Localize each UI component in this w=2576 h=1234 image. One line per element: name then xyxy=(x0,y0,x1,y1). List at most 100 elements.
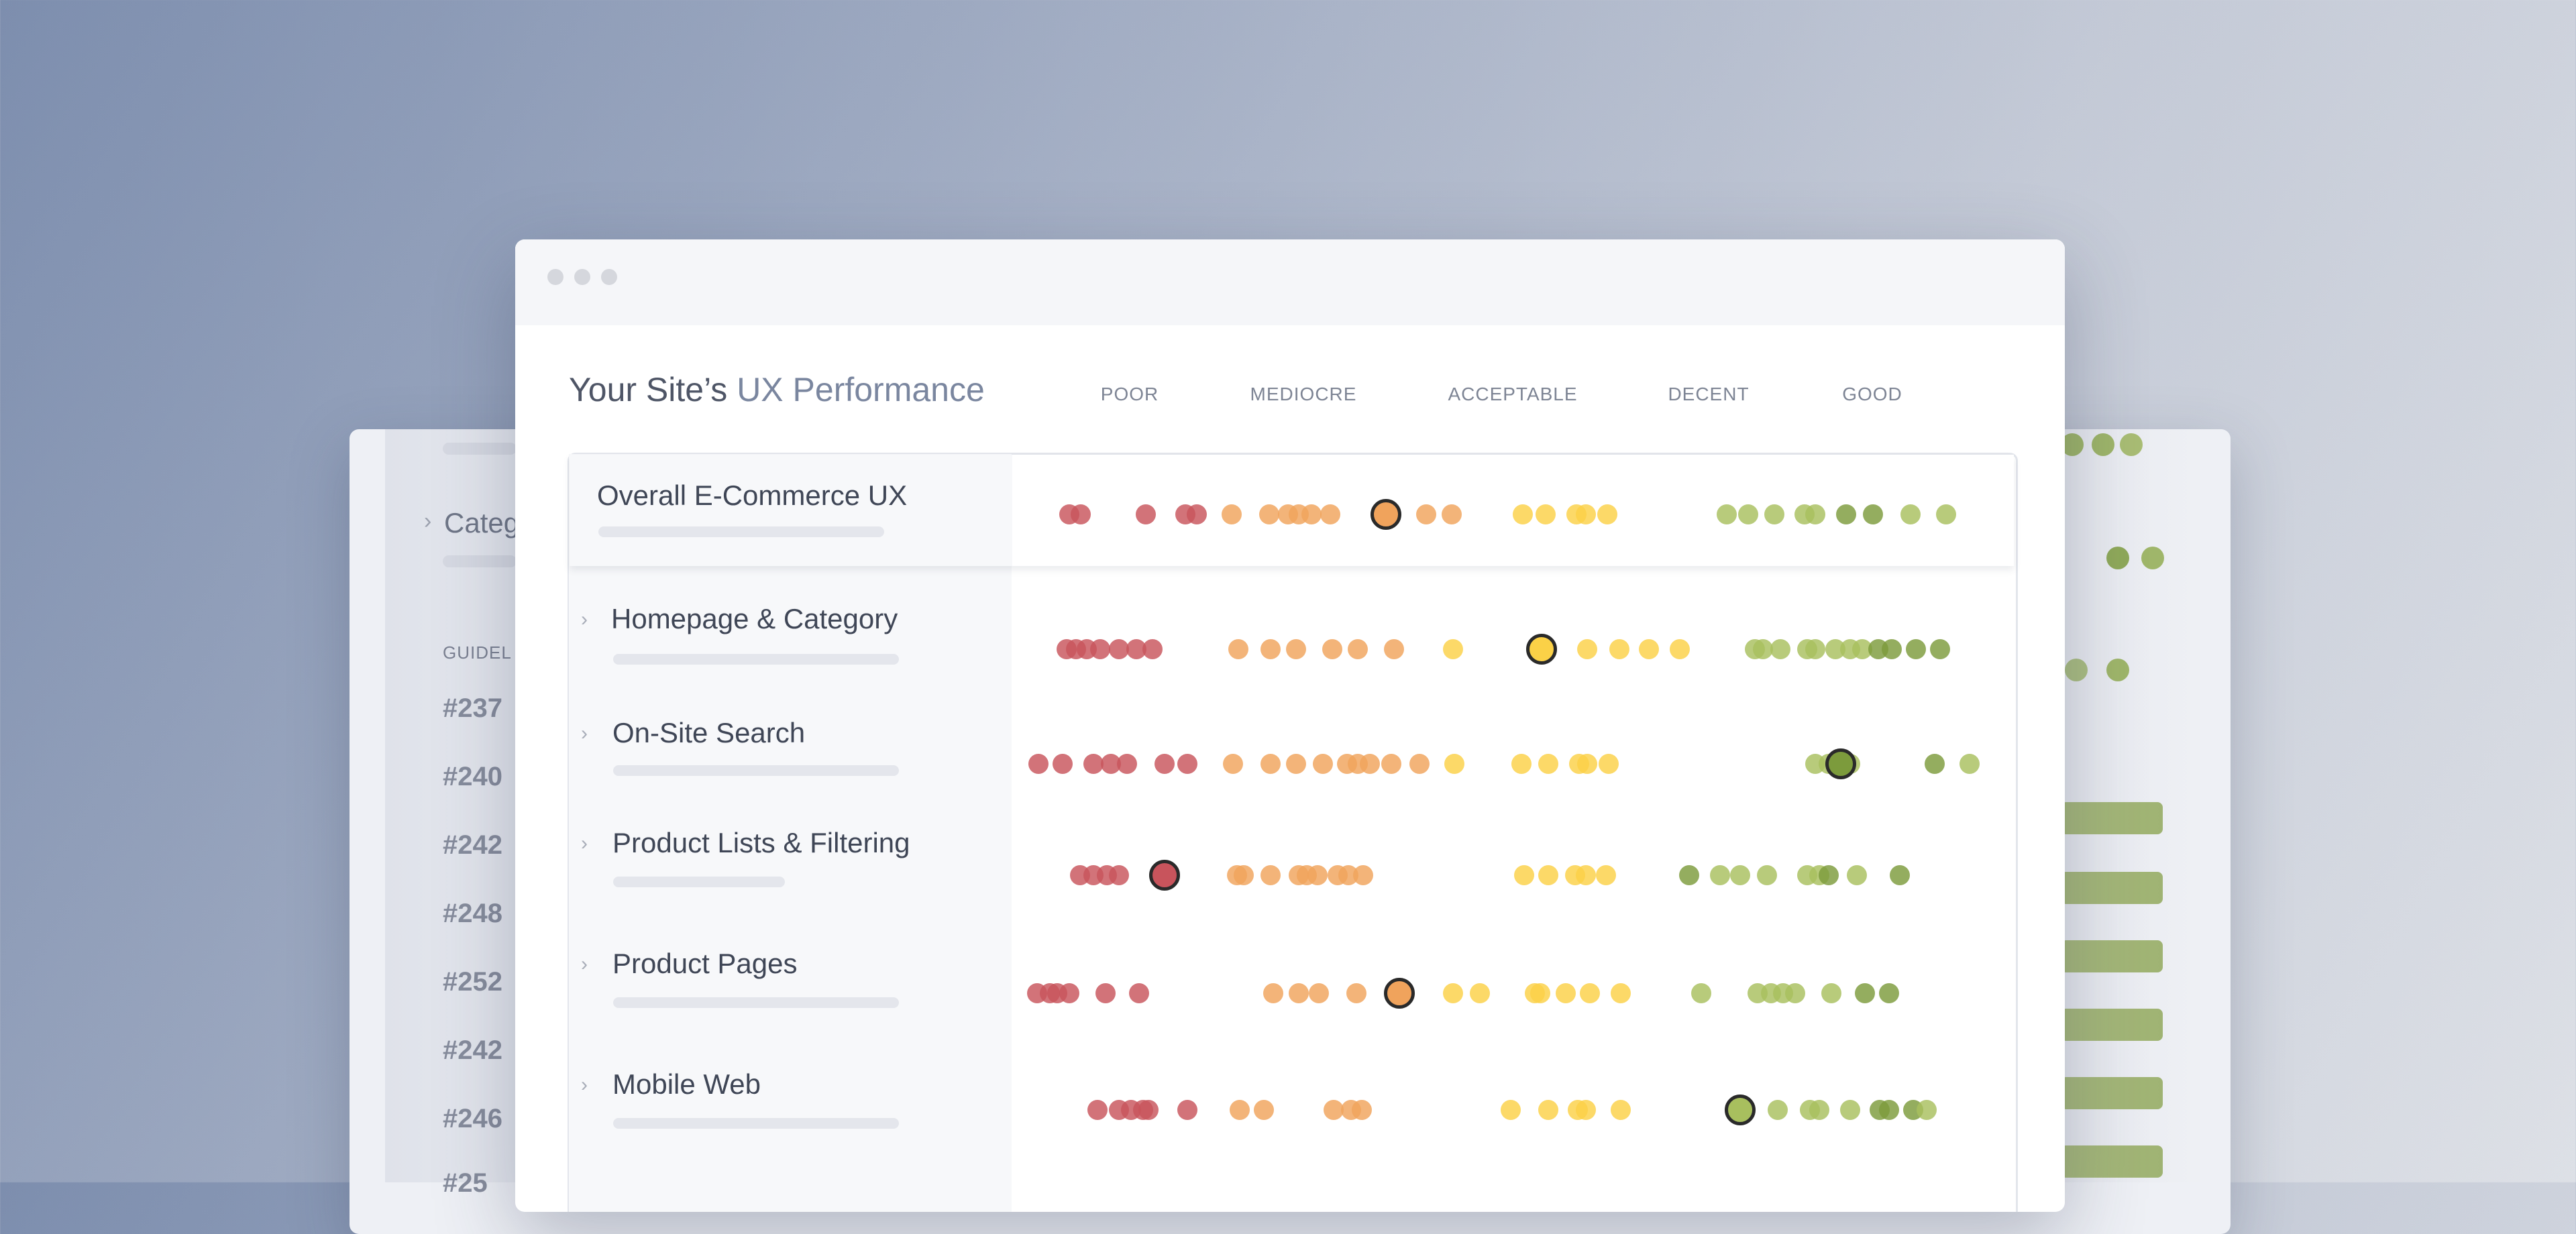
chevron-right-icon[interactable]: › xyxy=(581,608,588,630)
window-control-dot[interactable] xyxy=(574,269,590,285)
background-score-bar xyxy=(2061,1145,2163,1178)
score-dot xyxy=(1230,1100,1250,1120)
background-guideline-id[interactable]: #252 xyxy=(443,967,502,997)
score-dot xyxy=(1313,754,1333,774)
score-dot xyxy=(1670,639,1690,659)
score-dot xyxy=(1611,983,1631,1003)
chevron-right-icon[interactable]: › xyxy=(581,953,588,975)
score-dot xyxy=(1301,504,1322,524)
background-score-bar xyxy=(2061,940,2163,972)
window-control-dot[interactable] xyxy=(601,269,617,285)
score-dot xyxy=(1260,754,1281,774)
score-dot xyxy=(1717,504,1737,524)
score-dot xyxy=(1259,504,1279,524)
row-label-product-lists-filtering[interactable]: Product Lists & Filtering xyxy=(612,827,910,858)
score-dot xyxy=(1879,983,1899,1003)
score-dot xyxy=(1580,983,1600,1003)
score-dot xyxy=(1900,504,1921,524)
score-dot xyxy=(1309,983,1329,1003)
score-dot xyxy=(1819,865,1839,885)
score-dot xyxy=(1228,639,1248,659)
row-label-mobile-web[interactable]: Mobile Web xyxy=(612,1068,761,1100)
score-dot xyxy=(1136,504,1156,524)
score-dot xyxy=(1577,754,1597,774)
score-dot xyxy=(1511,754,1532,774)
window-control-dot[interactable] xyxy=(547,269,564,285)
score-dot xyxy=(1138,1100,1159,1120)
row-score-bar xyxy=(613,654,899,665)
score-dot xyxy=(1346,983,1366,1003)
background-score-bar xyxy=(2061,1009,2163,1041)
page-title-prefix: Your Site’s xyxy=(569,371,728,408)
background-bar xyxy=(443,443,517,455)
score-dot xyxy=(1890,865,1910,885)
score-dot xyxy=(1320,504,1340,524)
score-dot xyxy=(1416,504,1436,524)
chevron-right-icon[interactable]: › xyxy=(581,832,588,854)
score-dot xyxy=(1960,754,1980,774)
background-score-dot xyxy=(2106,659,2129,681)
score-dot xyxy=(1821,983,1841,1003)
row-score-bar xyxy=(598,526,884,537)
score-dot xyxy=(1597,504,1617,524)
background-score-bar xyxy=(2061,1077,2163,1109)
score-dot xyxy=(1501,1100,1521,1120)
score-dot xyxy=(1083,754,1104,774)
background-score-dot xyxy=(2141,547,2164,569)
background-guideline-id[interactable]: #237 xyxy=(443,693,502,723)
chevron-right-icon[interactable]: › xyxy=(581,722,588,744)
score-dot xyxy=(1514,865,1534,885)
background-guideline-id[interactable]: #240 xyxy=(443,762,502,791)
score-dot xyxy=(1538,1100,1558,1120)
site-score-marker[interactable] xyxy=(1384,978,1415,1009)
score-dot xyxy=(1805,639,1825,659)
background-guideline-id[interactable]: #242 xyxy=(443,830,502,860)
score-dot xyxy=(1710,865,1730,885)
score-dot xyxy=(1053,754,1073,774)
score-dot xyxy=(1087,1100,1108,1120)
score-dot xyxy=(1142,639,1163,659)
score-dot xyxy=(1286,754,1306,774)
site-score-marker[interactable] xyxy=(1149,860,1180,891)
row-label-product-pages[interactable]: Product Pages xyxy=(612,948,798,979)
page-title-accent: UX Performance xyxy=(737,371,985,408)
score-dot xyxy=(1840,1100,1860,1120)
background-guideline-id[interactable]: #25 xyxy=(443,1168,488,1198)
score-dot xyxy=(1599,754,1619,774)
score-dot xyxy=(1381,754,1401,774)
row-label-on-site-search[interactable]: On-Site Search xyxy=(612,717,806,748)
score-dot xyxy=(1917,1100,1937,1120)
site-score-marker[interactable] xyxy=(1371,499,1401,530)
background-score-bar xyxy=(2061,802,2163,834)
chevron-right-icon[interactable]: › xyxy=(581,1074,588,1096)
score-dot xyxy=(1925,754,1945,774)
background-nav-item[interactable]: Categ xyxy=(444,507,520,539)
site-score-marker[interactable] xyxy=(1725,1095,1756,1125)
score-dot xyxy=(1443,983,1463,1003)
score-dot xyxy=(1576,865,1596,885)
category-label-column xyxy=(569,454,1012,1212)
row-score-bar xyxy=(613,877,785,887)
score-dot xyxy=(1738,504,1758,524)
background-score-bar xyxy=(2061,872,2163,904)
score-dot xyxy=(1768,1100,1788,1120)
site-score-marker[interactable] xyxy=(1825,748,1856,779)
score-dot xyxy=(1753,639,1773,659)
score-dot xyxy=(1577,639,1597,659)
row-label-homepage-category[interactable]: Homepage & Category xyxy=(611,603,898,634)
score-dot xyxy=(1307,865,1328,885)
score-dot xyxy=(1353,865,1373,885)
background-score-dot xyxy=(2065,659,2088,681)
background-guideline-id[interactable]: #242 xyxy=(443,1035,502,1065)
score-dot xyxy=(1260,865,1281,885)
score-dot xyxy=(1352,1100,1372,1120)
background-guideline-id[interactable]: #246 xyxy=(443,1104,502,1133)
background-guideline-id[interactable]: #248 xyxy=(443,899,502,928)
row-score-bar xyxy=(613,765,899,776)
site-score-marker[interactable] xyxy=(1526,634,1557,665)
row-score-bar xyxy=(613,1118,899,1129)
score-dot xyxy=(1059,983,1079,1003)
score-dot xyxy=(1443,639,1463,659)
column-header-good: GOOD xyxy=(1842,384,1902,404)
score-dot xyxy=(1177,1100,1197,1120)
